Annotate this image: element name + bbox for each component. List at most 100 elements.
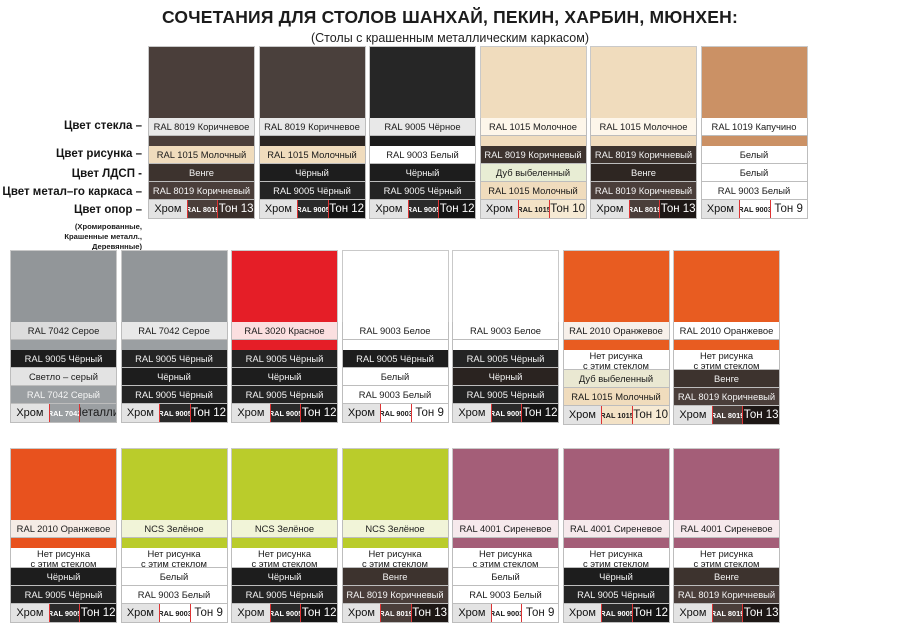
glass-color-strip	[700, 136, 808, 146]
glass-color-label: RAL 2010 Оранжевое	[673, 322, 780, 340]
combination-column[interactable]: RAL 1015 Молочное RAL 8019 Коричневый Венг…	[590, 46, 697, 219]
glass-color-strip	[120, 538, 228, 548]
glass-color-strip	[231, 340, 338, 350]
legs-chrome-cell: Хром	[11, 404, 49, 422]
frame-color-cell: RAL 8019 Коричневый	[673, 388, 780, 406]
combination-column[interactable]: RAL 1015 Молочное RAL 8019 Коричневый Дуб …	[479, 46, 587, 219]
legs-wood-tone-cell: Тон 12	[522, 404, 558, 422]
drawing-color-cell: Нет рисунка с этим стеклом	[673, 548, 780, 568]
combination-column[interactable]: RAL 9003 Белое RAL 9005 Чёрный Белый RAL 90…	[341, 250, 449, 423]
legs-painted-metal-cell: RAL 8019	[186, 200, 219, 218]
legs-painted-metal-cell: RAL 9005	[48, 604, 81, 622]
legs-wood-tone-cell: Тон 10	[549, 200, 586, 218]
combination-column[interactable]: RAL 2010 Оранжевое Нет рисунка с этим стек…	[562, 250, 670, 425]
legs-wood-tone-cell: Тон 12	[328, 200, 365, 218]
legs-wood-tone-cell: Тон 12	[80, 604, 116, 622]
ldsp-color-cell: Дуб выбеленный	[479, 164, 587, 182]
combination-column[interactable]: RAL 7042 Серое RAL 9005 Чёрный Чёрный RAL 9…	[120, 250, 228, 423]
frame-color-cell: RAL 1015 Молочный	[479, 182, 587, 200]
combination-column[interactable]: RAL 4001 Сиреневое Нет рисунка с этим стек…	[673, 448, 780, 623]
glass-color-label: RAL 1019 Капучино	[700, 118, 808, 136]
ldsp-color-cell: Чёрный	[231, 568, 338, 586]
drawing-color-cell: Нет рисунка с этим стеклом	[10, 548, 117, 568]
glass-color-label: NCS Зелёное	[341, 520, 449, 538]
glass-color-label: RAL 4001 Сиреневое	[452, 520, 559, 538]
legs-painted-metal-cell: RAL 9003	[380, 404, 412, 422]
legs-color-row: Хром RAL 8019 Тон 13	[148, 200, 255, 219]
legs-painted-metal-cell: RAL 9003	[490, 604, 523, 622]
ldsp-color-cell: Чёрный	[452, 368, 559, 386]
frame-color-cell: RAL 9003 Белый	[452, 586, 559, 604]
row-label-frame: Цвет метал–го каркаса –	[2, 186, 142, 198]
combination-column[interactable]: NCS Зелёное Нет рисунка с этим стеклом Венг…	[341, 448, 449, 623]
ldsp-color-cell: Белый	[700, 164, 808, 182]
glass-color-label: RAL 3020 Красное	[231, 322, 338, 340]
legs-wood-tone-cell: Тон 13	[411, 604, 448, 622]
ldsp-color-cell: Белый	[341, 368, 449, 386]
frame-color-cell: RAL 9005 Чёрный	[10, 586, 117, 604]
frame-color-cell: RAL 8019 Коричневый	[341, 586, 449, 604]
ldsp-color-cell: Чёрный	[369, 164, 476, 182]
drawing-color-cell: RAL 9005 Чёрный	[10, 350, 117, 368]
legs-color-row: Хром RAL 9005 Тон 12	[231, 404, 338, 423]
glass-color-swatch	[120, 250, 228, 322]
drawing-color-cell: RAL 9005 Чёрный	[120, 350, 228, 368]
legs-color-row: Хром RAL 1015 Тон 10	[562, 406, 670, 425]
combination-column[interactable]: RAL 8019 Коричневое RAL 1015 Молочный Венг…	[148, 46, 255, 219]
legs-color-row: Хром RAL 9005 Тон 12	[452, 404, 559, 423]
legs-chrome-cell: Хром	[121, 404, 160, 422]
frame-color-cell: RAL 9005 Чёрный	[452, 386, 559, 404]
legs-wood-tone-cell: Тон 9	[522, 604, 558, 622]
frame-color-cell: RAL 9005 Чёрный	[562, 586, 670, 604]
glass-color-label: RAL 7042 Серое	[120, 322, 228, 340]
combination-column[interactable]: RAL 9005 Чёрное RAL 9003 Белый Чёрный RAL 9…	[369, 46, 476, 219]
combination-column[interactable]: RAL 8019 Коричневое RAL 1015 Молочный Чёрн…	[258, 46, 366, 219]
ldsp-color-cell: Чёрный	[120, 368, 228, 386]
combination-column[interactable]: RAL 3020 Красное RAL 9005 Чёрный Чёрный RAL…	[231, 250, 338, 423]
legs-chrome-cell: Хром	[480, 200, 519, 218]
legs-color-row: Хром RAL 8019 Тон 13	[590, 200, 697, 219]
legs-chrome-cell: Хром	[342, 404, 381, 422]
combination-column[interactable]: NCS Зелёное Нет рисунка с этим стеклом Чёрн…	[231, 448, 338, 623]
combination-column[interactable]: RAL 4001 Сиреневое Нет рисунка с этим стек…	[562, 448, 670, 623]
frame-color-cell: RAL 1015 Молочный	[562, 388, 670, 406]
glass-color-swatch	[673, 250, 780, 322]
glass-color-swatch	[148, 46, 255, 118]
legs-chrome-cell: Хром	[342, 604, 381, 622]
combination-column[interactable]: RAL 4001 Сиреневое Нет рисунка с этим стек…	[452, 448, 559, 623]
drawing-color-cell: RAL 9005 Чёрный	[452, 350, 559, 368]
frame-color-cell: RAL 9005 Чёрный	[231, 386, 338, 404]
legs-wood-tone-cell: Тон 12	[190, 404, 227, 422]
row-label-legs: Цвет опор –	[73, 204, 142, 216]
ldsp-color-cell: Дуб выбеленный	[562, 370, 670, 388]
combination-column[interactable]: RAL 1019 Капучино Белый Белый RAL 9003 Белы…	[700, 46, 808, 219]
glass-color-strip	[258, 136, 366, 146]
legs-wood-tone-cell: Тон 9	[770, 200, 807, 218]
legs-painted-metal-cell: RAL 9003	[739, 200, 771, 218]
ldsp-color-cell: Венге	[148, 164, 255, 182]
legs-color-row: Хром RAL 9003 Тон 9	[700, 200, 808, 219]
glass-color-swatch	[10, 448, 117, 520]
glass-color-label: RAL 2010 Оранжевое	[562, 322, 670, 340]
combination-column[interactable]: NCS Зелёное Нет рисунка с этим стеклом Белы…	[120, 448, 228, 623]
ldsp-color-cell: Белый	[120, 568, 228, 586]
combination-column[interactable]: RAL 2010 Оранжевое Нет рисунка с этим стек…	[673, 250, 780, 425]
ldsp-color-cell: Венге	[673, 568, 780, 586]
combination-column[interactable]: RAL 7042 Серое RAL 9005 Чёрный Светло – се…	[10, 250, 117, 423]
combination-column[interactable]: RAL 2010 Оранжевое Нет рисунка с этим стек…	[10, 448, 117, 623]
legs-chrome-cell: Хром	[674, 406, 712, 424]
legs-painted-metal-cell: RAL 9005	[269, 404, 302, 422]
combination-column[interactable]: RAL 9003 Белое RAL 9005 Чёрный Чёрный RAL 9…	[452, 250, 559, 423]
legs-chrome-cell: Хром	[563, 406, 602, 424]
ldsp-color-cell: Венге	[341, 568, 449, 586]
legs-painted-metal-cell: RAL 1015	[518, 200, 550, 218]
legs-color-row: Хром RAL 8019 Тон 13	[673, 406, 780, 425]
legs-wood-tone-cell: Тон 12	[439, 200, 475, 218]
legs-painted-metal-cell: RAL 9005	[159, 404, 191, 422]
glass-color-swatch	[10, 250, 117, 322]
glass-color-label: NCS Зелёное	[231, 520, 338, 538]
row-label-drawing: Цвет рисунка –	[56, 148, 142, 160]
ldsp-color-cell: Венге	[673, 370, 780, 388]
glass-color-swatch	[562, 448, 670, 520]
